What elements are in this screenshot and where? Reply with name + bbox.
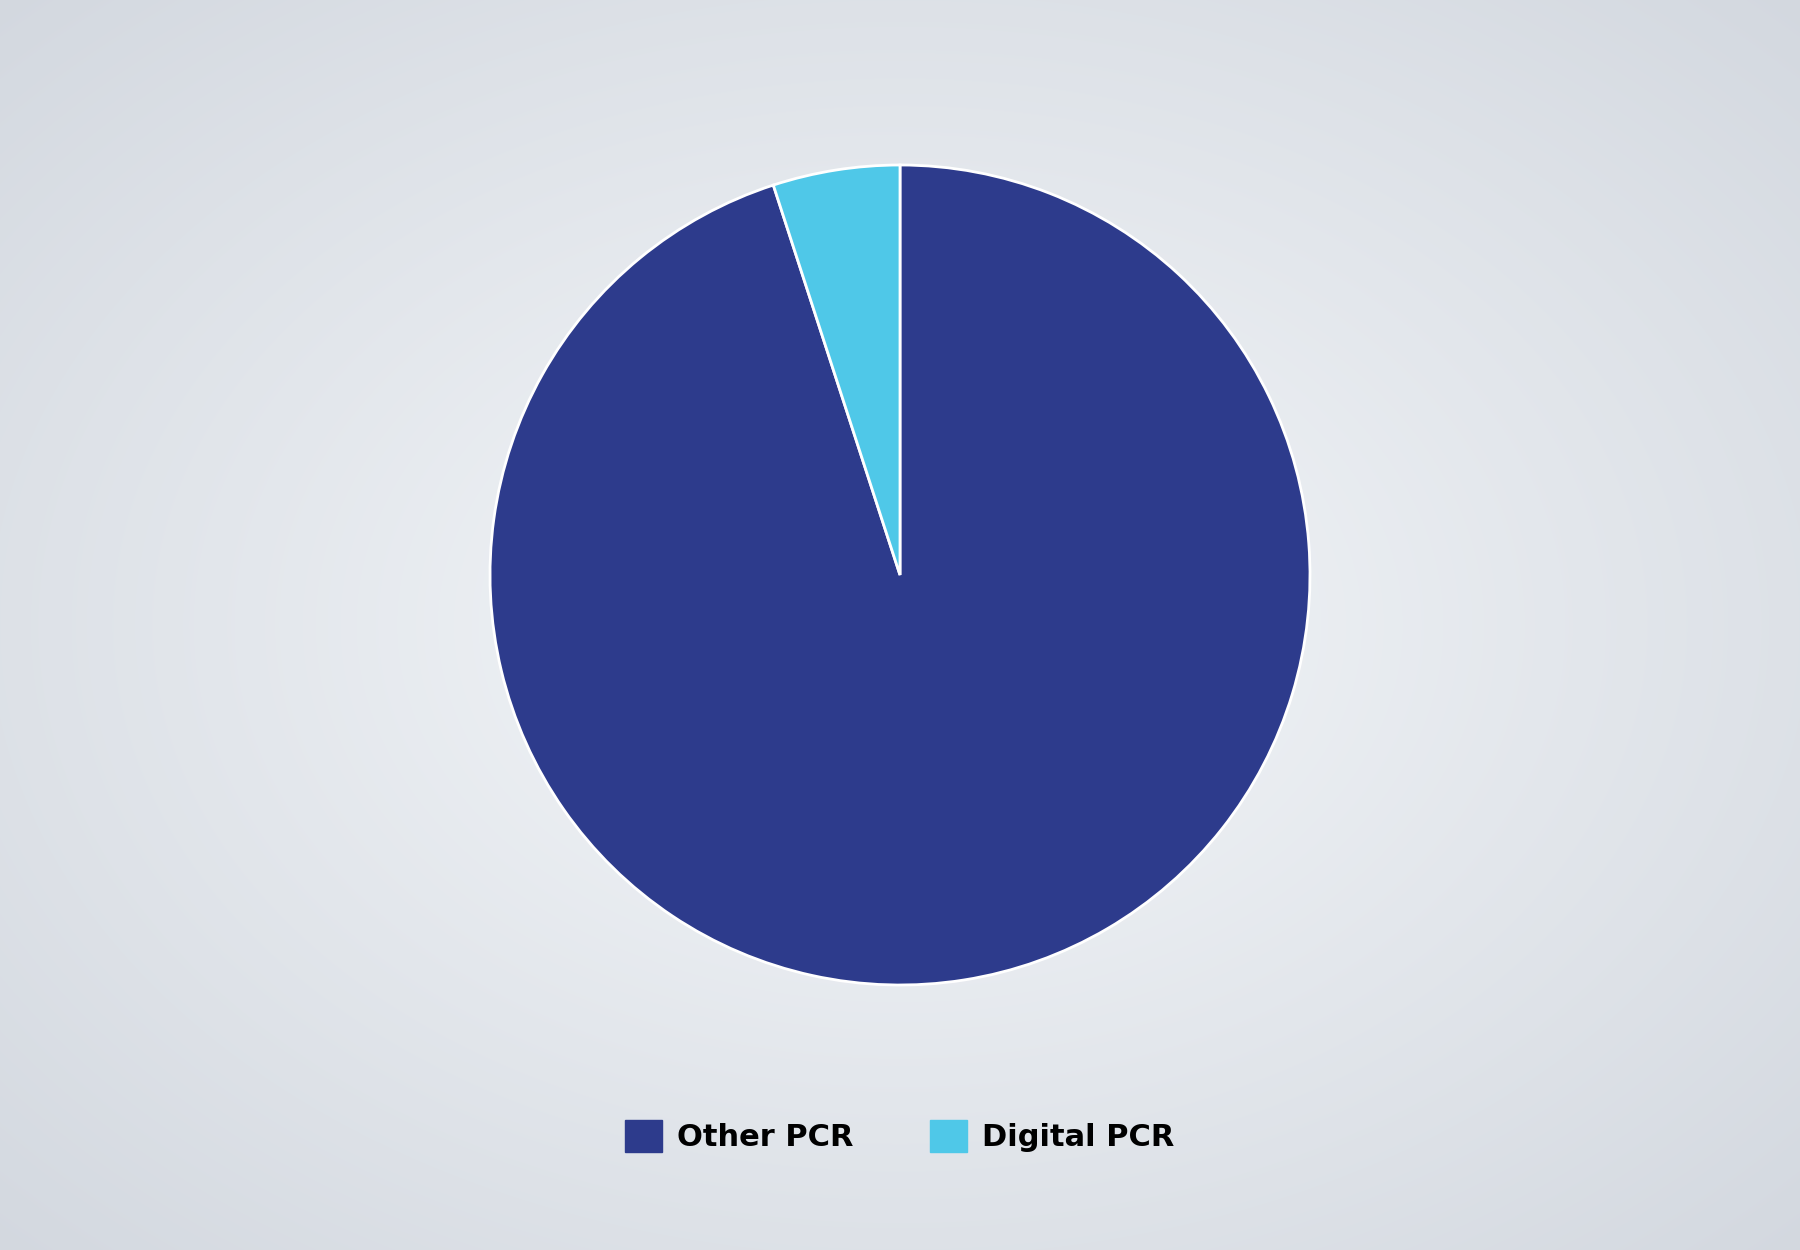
- Wedge shape: [490, 165, 1310, 985]
- Wedge shape: [774, 165, 900, 575]
- Legend: Other PCR, Digital PCR: Other PCR, Digital PCR: [614, 1108, 1186, 1165]
